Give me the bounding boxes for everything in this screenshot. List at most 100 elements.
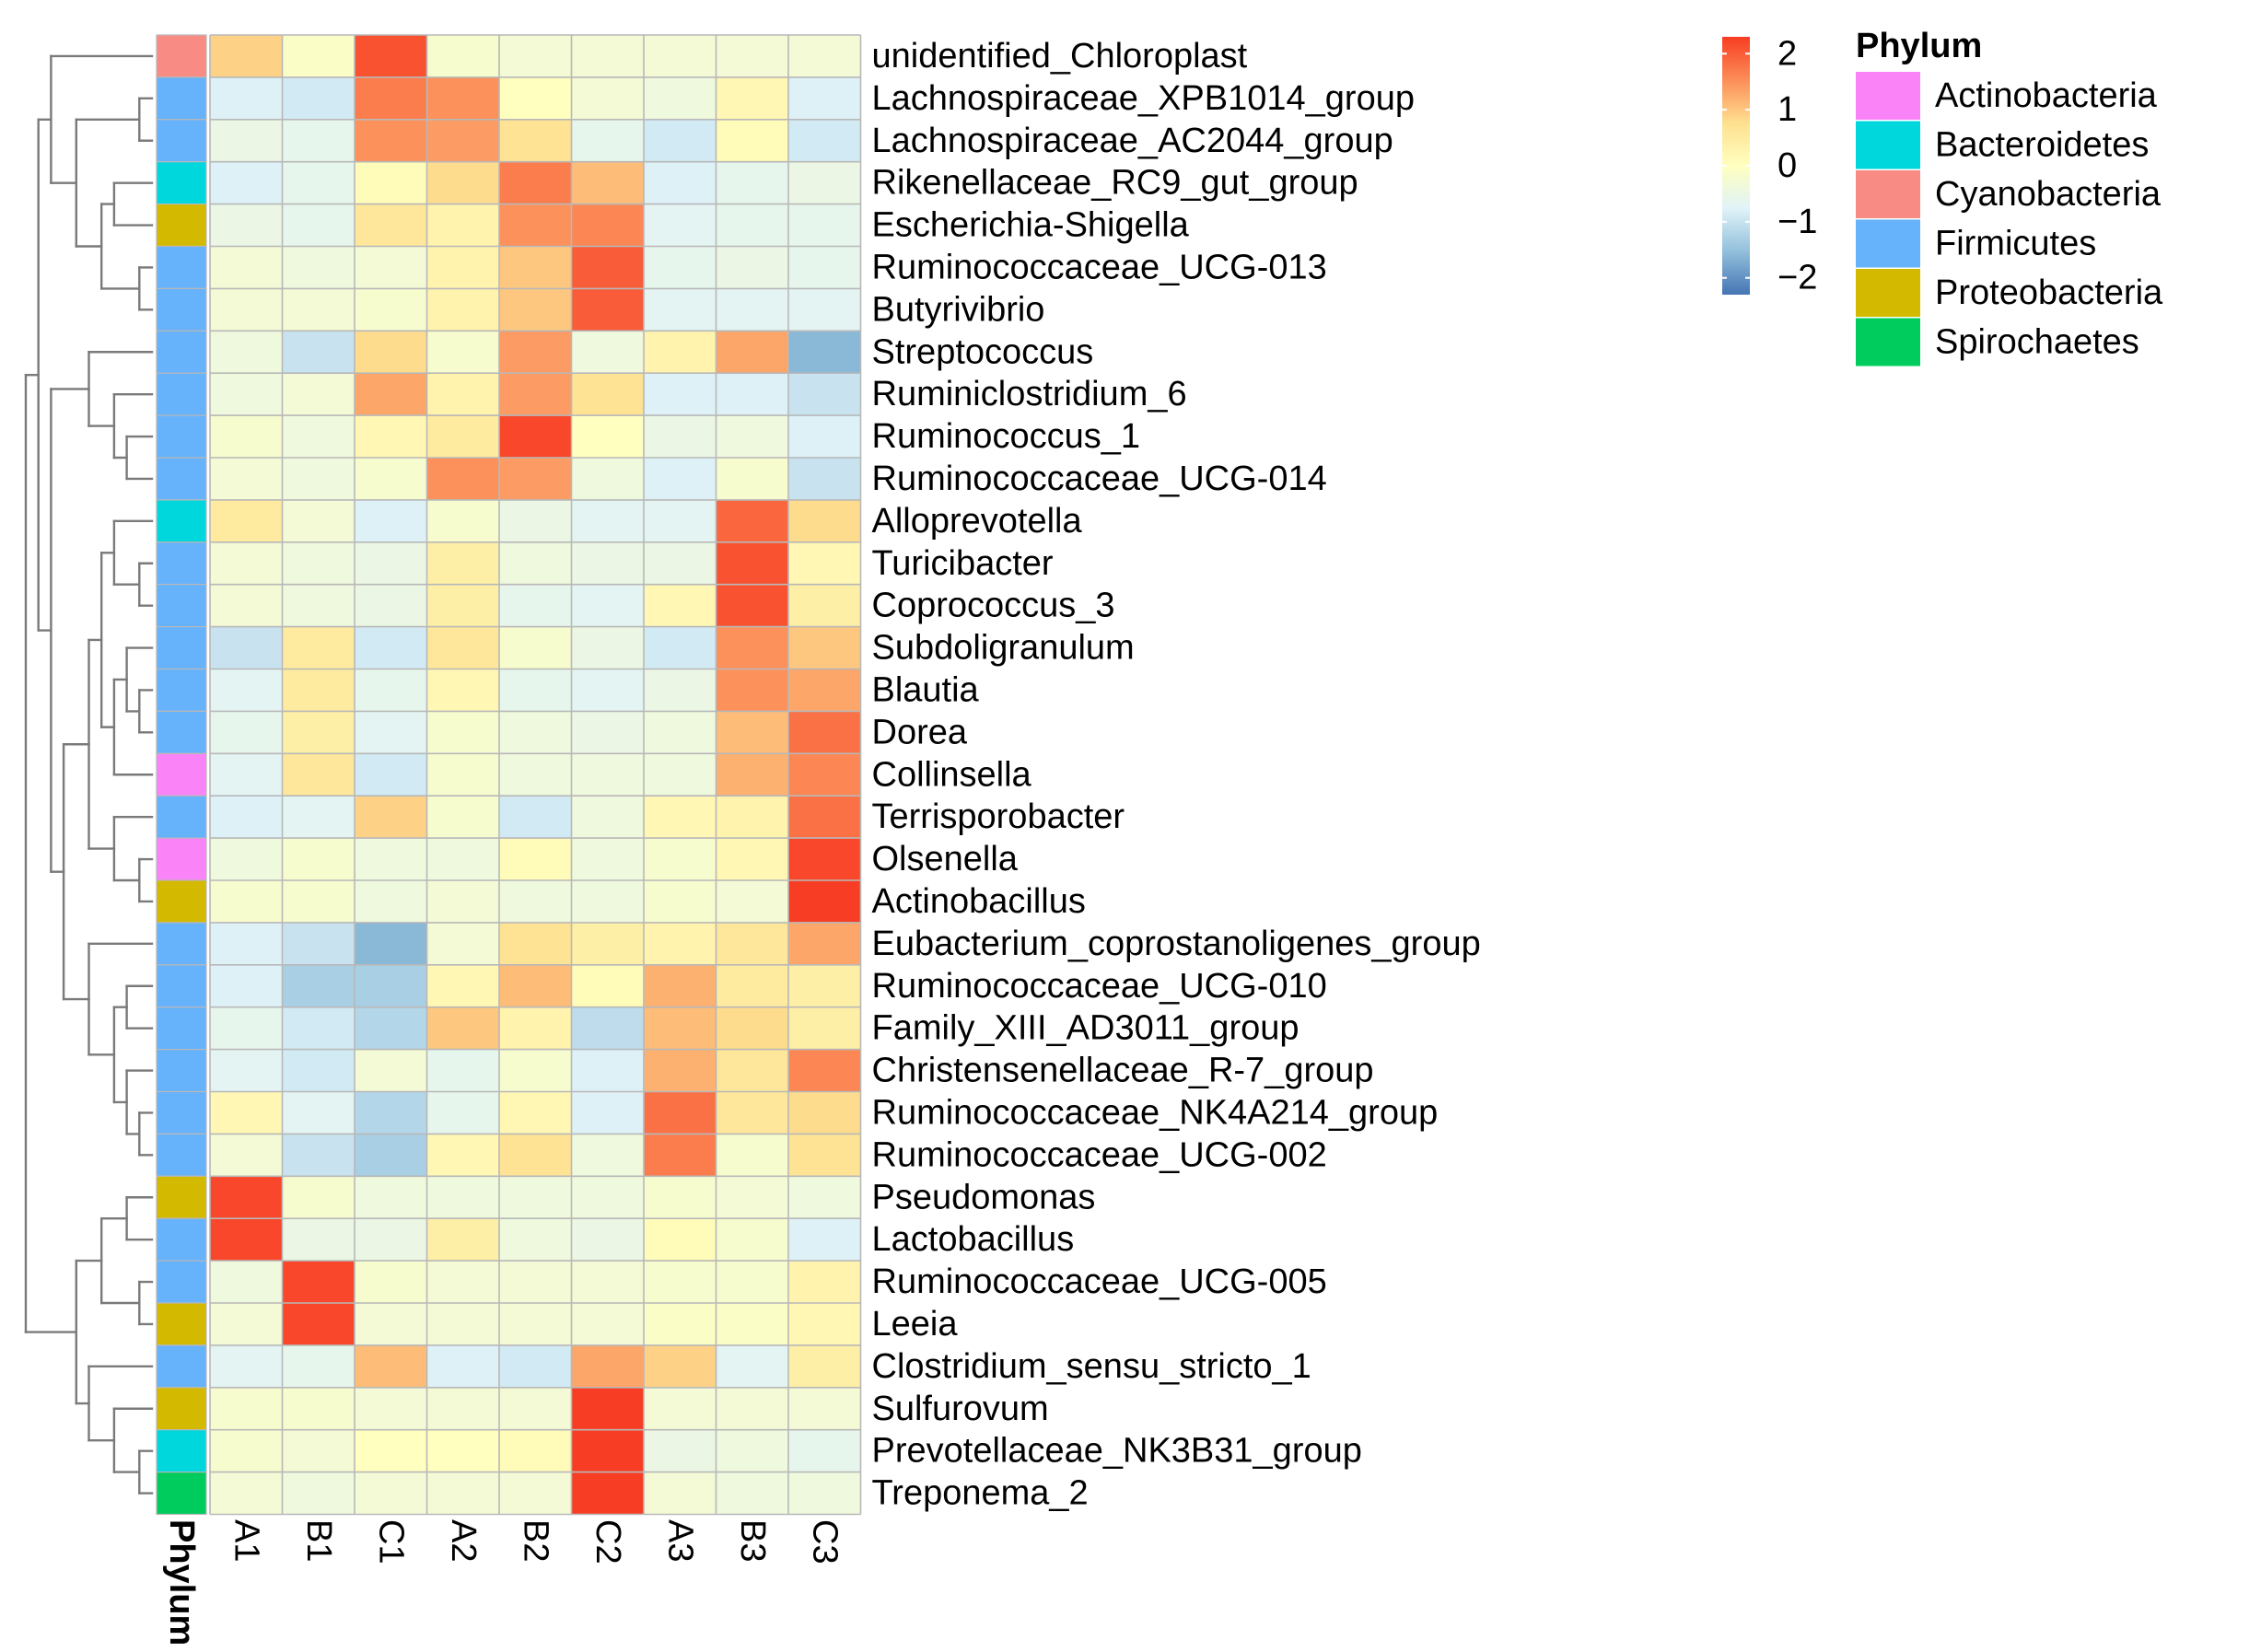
- heatmap-cell: [426, 838, 499, 880]
- column-label: A1: [227, 1519, 265, 1562]
- heatmap-cell: [282, 838, 355, 880]
- heatmap-cell: [571, 1429, 644, 1472]
- heatmap-cell: [788, 669, 861, 712]
- heatmap-cell: [644, 922, 717, 965]
- heatmap-cell: [282, 1387, 355, 1430]
- heatmap-cell: [355, 838, 427, 880]
- color-bar-tick-label: 2: [1777, 34, 1797, 73]
- heatmap-cell: [571, 1344, 644, 1388]
- heatmap-cell: [426, 119, 499, 162]
- heatmap-cell: [210, 669, 283, 712]
- heatmap-cell: [282, 35, 355, 77]
- heatmap-cell: [210, 458, 283, 500]
- heatmap-cell: [426, 669, 499, 712]
- heatmap-cell: [499, 626, 572, 669]
- phylum-legend-label: Firmicutes: [1935, 225, 2096, 263]
- phylum-annotation-cell: [156, 879, 207, 924]
- heatmap-cell: [499, 35, 572, 77]
- heatmap-cell: [426, 76, 499, 120]
- heatmap-cell: [210, 415, 283, 458]
- heatmap-cell: [716, 964, 788, 1007]
- phylum-legend-label: Cyanobacteria: [1935, 175, 2162, 214]
- phylum-annotation-cell: [156, 964, 207, 1008]
- heatmap-cell: [571, 1006, 644, 1050]
- heatmap-cell: [788, 838, 861, 880]
- heatmap-cell: [282, 1006, 355, 1050]
- heatmap-cell: [644, 458, 717, 500]
- phylum-annotation-cell: [156, 1302, 207, 1346]
- heatmap-cell: [499, 331, 572, 374]
- phylum-annotation-cell: [156, 204, 207, 248]
- heatmap-cell: [355, 584, 427, 627]
- phylum-annotation-cell: [156, 1260, 207, 1304]
- heatmap-cell: [355, 288, 427, 332]
- heatmap-cell: [571, 331, 644, 374]
- phylum-annotation-cell: [156, 625, 207, 670]
- heatmap-cell: [644, 753, 717, 797]
- heatmap-cell: [426, 964, 499, 1007]
- heatmap-cell: [571, 288, 644, 332]
- heatmap-cell: [210, 1218, 283, 1262]
- heatmap-cell: [499, 753, 572, 797]
- heatmap-cell: [788, 964, 861, 1007]
- heatmap-cell: [210, 1303, 283, 1345]
- heatmap-cell: [716, 626, 788, 669]
- column-label: B3: [733, 1519, 772, 1562]
- heatmap-cell: [644, 1176, 717, 1219]
- phylum-legend-swatch: [1856, 72, 1920, 120]
- heatmap-cell: [788, 922, 861, 965]
- heatmap-cell: [426, 880, 499, 923]
- heatmap-cell: [282, 161, 355, 204]
- heatmap-cell: [716, 35, 788, 77]
- color-bar-tick-label: −2: [1777, 259, 1817, 297]
- phylum-annotation-cell: [156, 161, 207, 205]
- heatmap-cell: [788, 119, 861, 162]
- heatmap-cell: [355, 626, 427, 669]
- heatmap-cell: [426, 584, 499, 627]
- phylum-annotation-cell: [156, 1175, 207, 1219]
- column-label: B2: [516, 1519, 554, 1562]
- heatmap-cell: [426, 161, 499, 204]
- heatmap-cell: [426, 1261, 499, 1303]
- row-label: Lachnospiraceae_XPB1014_group: [872, 79, 1415, 118]
- heatmap-cell: [355, 35, 427, 77]
- heatmap-cell: [355, 415, 427, 458]
- heatmap-cell: [282, 1344, 355, 1388]
- heatmap-cell: [571, 1303, 644, 1345]
- heatmap-cell: [788, 373, 861, 416]
- row-label: Family_XIII_AD3011_group: [872, 1009, 1299, 1048]
- row-label: Lactobacillus: [872, 1220, 1075, 1259]
- heatmap-cell: [426, 458, 499, 500]
- heatmap-cell: [716, 584, 788, 627]
- heatmap-cell: [426, 373, 499, 416]
- heatmap-cell: [355, 458, 427, 500]
- heatmap-cell: [571, 753, 644, 797]
- heatmap-cell: [571, 415, 644, 458]
- heatmap-cell: [644, 1006, 717, 1050]
- heatmap-cell: [282, 1176, 355, 1219]
- heatmap-cell: [788, 161, 861, 204]
- heatmap-cell: [716, 880, 788, 923]
- heatmap-cell: [355, 541, 427, 585]
- heatmap-cell: [355, 1006, 427, 1050]
- heatmap-cell: [716, 1472, 788, 1515]
- row-label: Butyrivibrio: [872, 290, 1045, 329]
- heatmap-cell: [571, 119, 644, 162]
- heatmap-cell: [644, 246, 717, 289]
- heatmap-cell: [355, 1049, 427, 1092]
- phylum-annotation-cell: [156, 119, 207, 163]
- heatmap-cell: [355, 1261, 427, 1303]
- phylum-annotation-cell: [156, 330, 207, 374]
- heatmap-cell: [426, 1218, 499, 1262]
- heatmap-cell: [426, 1472, 499, 1515]
- heatmap-cell: [210, 331, 283, 374]
- row-label: Sulfurovum: [872, 1390, 1049, 1428]
- heatmap-cell: [355, 1344, 427, 1388]
- phylum-legend-label: Actinobacteria: [1935, 76, 2158, 115]
- heatmap-cell: [210, 541, 283, 585]
- heatmap-cell: [210, 161, 283, 204]
- heatmap-cell: [788, 626, 861, 669]
- heatmap-cell: [571, 964, 644, 1007]
- heatmap-cell: [571, 1134, 644, 1177]
